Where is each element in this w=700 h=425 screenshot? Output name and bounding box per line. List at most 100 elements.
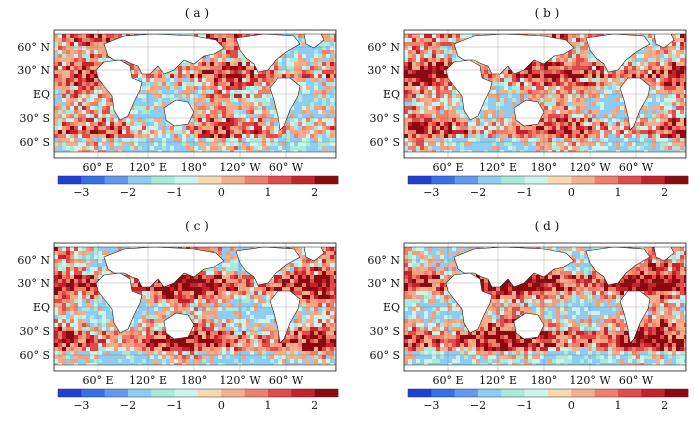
land-mass xyxy=(54,364,336,371)
colorbar-tick-label: 2 xyxy=(661,186,668,199)
colorbar-swatch xyxy=(571,176,595,184)
colorbar-swatch xyxy=(618,389,642,397)
land-mass xyxy=(235,246,301,286)
colorbar-tick-label: −2 xyxy=(120,186,136,199)
land-mass xyxy=(269,77,301,131)
colorbar xyxy=(407,175,689,185)
colorbar-tick-label: −1 xyxy=(167,186,183,199)
colorbar-tick-label: −2 xyxy=(470,399,486,412)
land-mass xyxy=(235,33,301,73)
colorbar-swatch xyxy=(548,176,572,184)
colorbar-swatch xyxy=(594,176,619,184)
colorbar-tick-label: 0 xyxy=(568,186,575,199)
colorbar-tick-label: 1 xyxy=(265,186,272,199)
colorbar-swatch xyxy=(58,176,82,184)
colorbar xyxy=(407,388,689,398)
colorbar-swatch xyxy=(81,389,105,397)
longitude-label: 120° E xyxy=(129,161,167,174)
colorbar-swatch xyxy=(174,389,199,397)
land-mass xyxy=(404,151,686,158)
latitude-label: EQ xyxy=(383,88,400,101)
land-mass xyxy=(269,290,301,344)
land-mass xyxy=(54,151,336,158)
longitude-label: 120° W xyxy=(569,161,611,174)
latitude-label: 60° S xyxy=(369,349,400,362)
colorbar-swatch xyxy=(478,389,502,397)
longitude-label: 180° xyxy=(181,161,208,174)
colorbar-swatch xyxy=(408,176,432,184)
longitude-label: 60° E xyxy=(82,374,113,387)
colorbar-swatch xyxy=(454,389,479,397)
graticule xyxy=(404,243,686,371)
colorbar-swatch xyxy=(198,176,222,184)
colorbar-tick-label: 2 xyxy=(311,186,318,199)
land-mass xyxy=(404,364,686,371)
colorbar-swatch xyxy=(314,389,339,397)
longitude-label: 60° W xyxy=(269,161,304,174)
panel-label: ( a ) xyxy=(184,6,210,20)
colorbar-swatch xyxy=(664,389,689,397)
latitude-label: EQ xyxy=(33,301,50,314)
colorbar-swatch xyxy=(524,389,549,397)
map-panel-c: ( c ) 60° N 30° N EQ 30° S 60° S 60° E 120° E 18… xyxy=(0,213,350,425)
colorbar-swatch xyxy=(151,176,175,184)
graticule xyxy=(54,30,336,158)
latitude-label: 30° S xyxy=(369,112,400,125)
latitude-label: 30° S xyxy=(369,325,400,338)
latitude-label: 30° N xyxy=(17,64,50,77)
graticule xyxy=(54,243,336,371)
longitude-label: 120° E xyxy=(129,374,167,387)
colorbar-tick-label: 0 xyxy=(568,399,575,412)
longitude-label: 60° E xyxy=(432,374,463,387)
longitude-label: 60° W xyxy=(619,161,654,174)
colorbar-tick-label: −2 xyxy=(470,186,486,199)
land-mass xyxy=(54,30,336,35)
colorbar-swatch xyxy=(291,176,315,184)
anomaly-field xyxy=(404,30,686,158)
colorbar-swatch xyxy=(128,176,152,184)
colorbar-tick-label: 2 xyxy=(311,399,318,412)
land-mass xyxy=(54,243,336,248)
latitude-label: 30° N xyxy=(367,64,400,77)
colorbar-swatch xyxy=(268,389,292,397)
colorbar-tick-label: 2 xyxy=(661,399,668,412)
colorbar-tick-label: −1 xyxy=(517,399,533,412)
longitude-label: 120° W xyxy=(219,374,261,387)
longitude-label: 60° W xyxy=(619,374,654,387)
longitude-label: 180° xyxy=(181,374,208,387)
graticule xyxy=(404,30,686,158)
colorbar-swatch xyxy=(221,176,245,184)
colorbar-swatch xyxy=(244,176,269,184)
land-mass xyxy=(585,33,651,73)
colorbar-swatch xyxy=(618,176,642,184)
colorbar-swatch xyxy=(104,389,129,397)
colorbar-tick-label: 0 xyxy=(218,186,225,199)
latitude-label: 60° S xyxy=(19,136,50,149)
map-panel-a: ( a ) 60° N 30° N EQ 30° S 60° S 60° E 120° E 18… xyxy=(0,0,350,212)
colorbar-tick-label: 0 xyxy=(218,399,225,412)
colorbar-swatch xyxy=(571,389,595,397)
colorbar-swatch xyxy=(408,389,432,397)
colorbar-swatch xyxy=(431,176,455,184)
colorbar-swatch xyxy=(501,389,525,397)
colorbar-swatch xyxy=(431,389,455,397)
longitude-label: 60° E xyxy=(432,161,463,174)
latitude-label: 60° N xyxy=(17,254,50,267)
land-mass xyxy=(585,246,651,286)
colorbar-swatch xyxy=(198,389,222,397)
latitude-label: 60° N xyxy=(367,254,400,267)
latitude-label: EQ xyxy=(383,301,400,314)
latitude-label: 60° S xyxy=(369,136,400,149)
colorbar-tick-label: −3 xyxy=(73,399,89,412)
longitude-label: 180° xyxy=(531,374,558,387)
colorbar-swatch xyxy=(81,176,105,184)
latitude-label: 60° N xyxy=(367,41,400,54)
colorbar-tick-label: −1 xyxy=(517,186,533,199)
longitude-label: 60° E xyxy=(82,161,113,174)
colorbar-swatch xyxy=(454,176,479,184)
latitude-label: 30° N xyxy=(367,277,400,290)
latitude-label: 30° S xyxy=(19,325,50,338)
